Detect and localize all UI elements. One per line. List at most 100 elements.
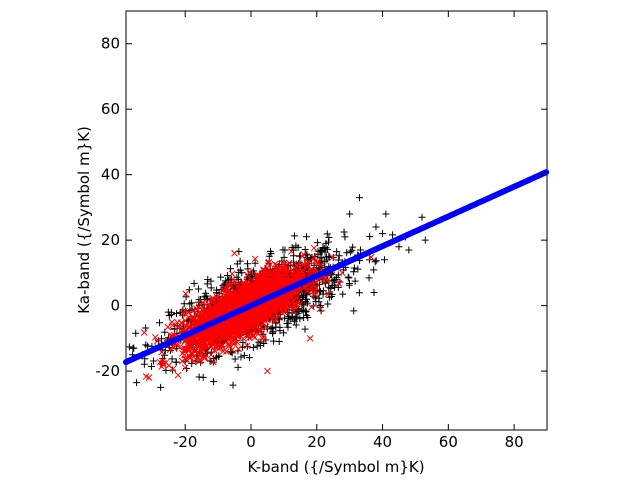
x-point — [221, 333, 229, 341]
plus-point — [357, 246, 365, 254]
x-point — [248, 281, 256, 289]
x-point — [209, 358, 217, 366]
x-point — [200, 316, 208, 324]
plus-point — [207, 284, 215, 292]
plus-point — [366, 233, 374, 241]
plus-point — [142, 341, 150, 349]
x-point — [292, 305, 300, 312]
x-point — [225, 342, 233, 350]
y-axis-label: Ka-band ({/Symbol m}K) — [75, 126, 93, 314]
plus-point — [276, 327, 284, 335]
x-point — [211, 327, 219, 335]
plus-point — [284, 319, 292, 327]
x-point — [261, 284, 269, 291]
x-point — [259, 279, 267, 287]
plus-point — [346, 210, 354, 218]
x-point — [264, 310, 272, 317]
plus-point — [324, 300, 332, 308]
x-point — [208, 305, 216, 312]
plus-point — [328, 290, 336, 298]
plus-point — [380, 256, 388, 264]
plus-point — [251, 259, 259, 267]
x-point — [239, 334, 247, 342]
plus-point — [180, 300, 188, 308]
x-point — [176, 343, 183, 351]
x-point — [182, 311, 190, 318]
plus-point — [204, 275, 212, 283]
x-point — [187, 349, 195, 357]
x-point — [228, 346, 236, 354]
x-axis-ticks: -20 0 20 40 60 80 — [173, 11, 524, 451]
plus-point — [339, 290, 347, 298]
x-point — [261, 267, 269, 275]
plus-point — [290, 258, 298, 266]
plus-point — [253, 342, 261, 350]
x-point — [293, 294, 301, 301]
x-point — [259, 335, 266, 343]
y-tick-label: 20 — [101, 231, 120, 249]
plus-point — [302, 295, 310, 303]
x-point — [203, 298, 211, 306]
x-point — [299, 261, 307, 269]
plus-point — [132, 329, 140, 337]
x-point — [183, 356, 191, 363]
plus-point — [203, 294, 211, 302]
y-tick-label: 0 — [110, 297, 120, 315]
plus-point — [355, 289, 363, 297]
x-point — [298, 253, 306, 260]
x-point — [179, 350, 186, 357]
x-point — [306, 334, 314, 342]
x-point — [273, 261, 281, 269]
x-point — [202, 341, 210, 349]
plus-point — [266, 247, 274, 255]
y-axis-ticks: -20 0 20 40 60 80 — [96, 35, 547, 380]
plus-point — [142, 324, 150, 332]
x-point — [254, 283, 261, 290]
x-point — [243, 291, 250, 298]
x-point — [255, 289, 263, 297]
plus-point — [333, 248, 341, 256]
x-point — [249, 331, 257, 339]
x-point — [308, 303, 315, 311]
plus-point — [245, 354, 253, 362]
x-point — [218, 299, 226, 307]
plus-point — [249, 343, 257, 351]
x-point — [311, 257, 319, 265]
x-point — [225, 335, 233, 343]
x-point — [225, 290, 233, 298]
plus-point — [421, 236, 429, 244]
x-point — [250, 314, 257, 321]
x-point — [215, 345, 223, 353]
x-tick-label: 40 — [373, 433, 392, 451]
x-point — [169, 322, 176, 329]
plus-point — [348, 246, 356, 254]
x-point — [164, 323, 172, 331]
plus-point — [280, 329, 288, 337]
plus-point — [365, 256, 373, 264]
plus-point — [290, 232, 298, 240]
plus-point — [370, 266, 378, 274]
x-point — [205, 339, 213, 347]
plus-point — [365, 274, 373, 282]
plus-point — [301, 325, 309, 333]
x-point — [268, 270, 276, 277]
x-point — [223, 303, 230, 310]
plus-point — [233, 260, 241, 268]
x-point — [316, 305, 324, 313]
x-point — [190, 339, 198, 347]
plus-point — [215, 352, 223, 360]
x-point — [259, 333, 267, 341]
plus-point — [345, 281, 353, 289]
plus-point — [320, 244, 328, 252]
plus-point — [354, 265, 362, 273]
x-point — [210, 305, 218, 312]
plus-point — [202, 289, 210, 297]
x-point — [305, 258, 313, 266]
x-point — [220, 327, 228, 335]
plus-point — [168, 355, 176, 363]
x-axis-label: K-band ({/Symbol m}K) — [247, 458, 424, 476]
plus-point — [300, 313, 308, 321]
x-tick-label: 80 — [505, 433, 524, 451]
plus-point — [345, 274, 353, 282]
